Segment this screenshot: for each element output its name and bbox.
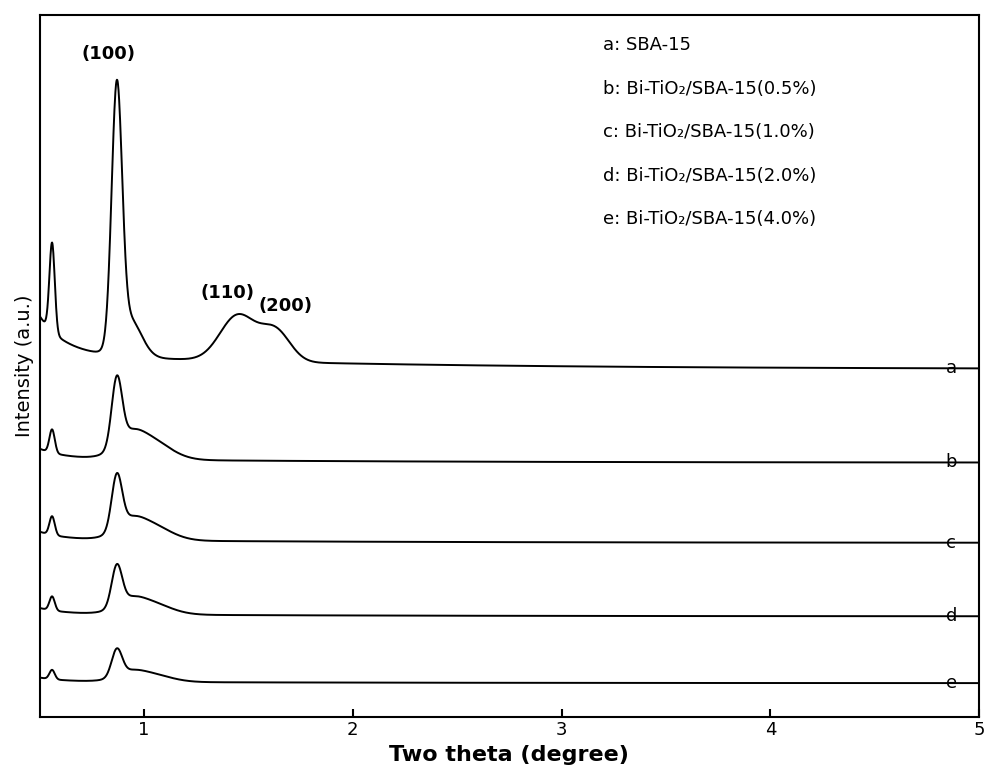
Text: a: a: [946, 360, 957, 378]
Text: d: d: [946, 607, 957, 626]
Text: b: Bi-TiO₂/SBA-15(0.5%): b: Bi-TiO₂/SBA-15(0.5%): [603, 80, 817, 98]
Text: e: Bi-TiO₂/SBA-15(4.0%): e: Bi-TiO₂/SBA-15(4.0%): [603, 210, 816, 228]
Text: a: SBA-15: a: SBA-15: [603, 36, 691, 54]
X-axis label: Two theta (degree): Two theta (degree): [389, 745, 629, 765]
Text: d: Bi-TiO₂/SBA-15(2.0%): d: Bi-TiO₂/SBA-15(2.0%): [603, 167, 817, 185]
Text: (100): (100): [81, 45, 135, 63]
Text: (110): (110): [200, 284, 254, 302]
Text: e: e: [946, 674, 957, 692]
Text: c: Bi-TiO₂/SBA-15(1.0%): c: Bi-TiO₂/SBA-15(1.0%): [603, 123, 815, 141]
Y-axis label: Intensity (a.u.): Intensity (a.u.): [15, 295, 34, 437]
Text: (200): (200): [259, 296, 313, 314]
Text: c: c: [946, 534, 956, 551]
Text: b: b: [946, 453, 957, 471]
